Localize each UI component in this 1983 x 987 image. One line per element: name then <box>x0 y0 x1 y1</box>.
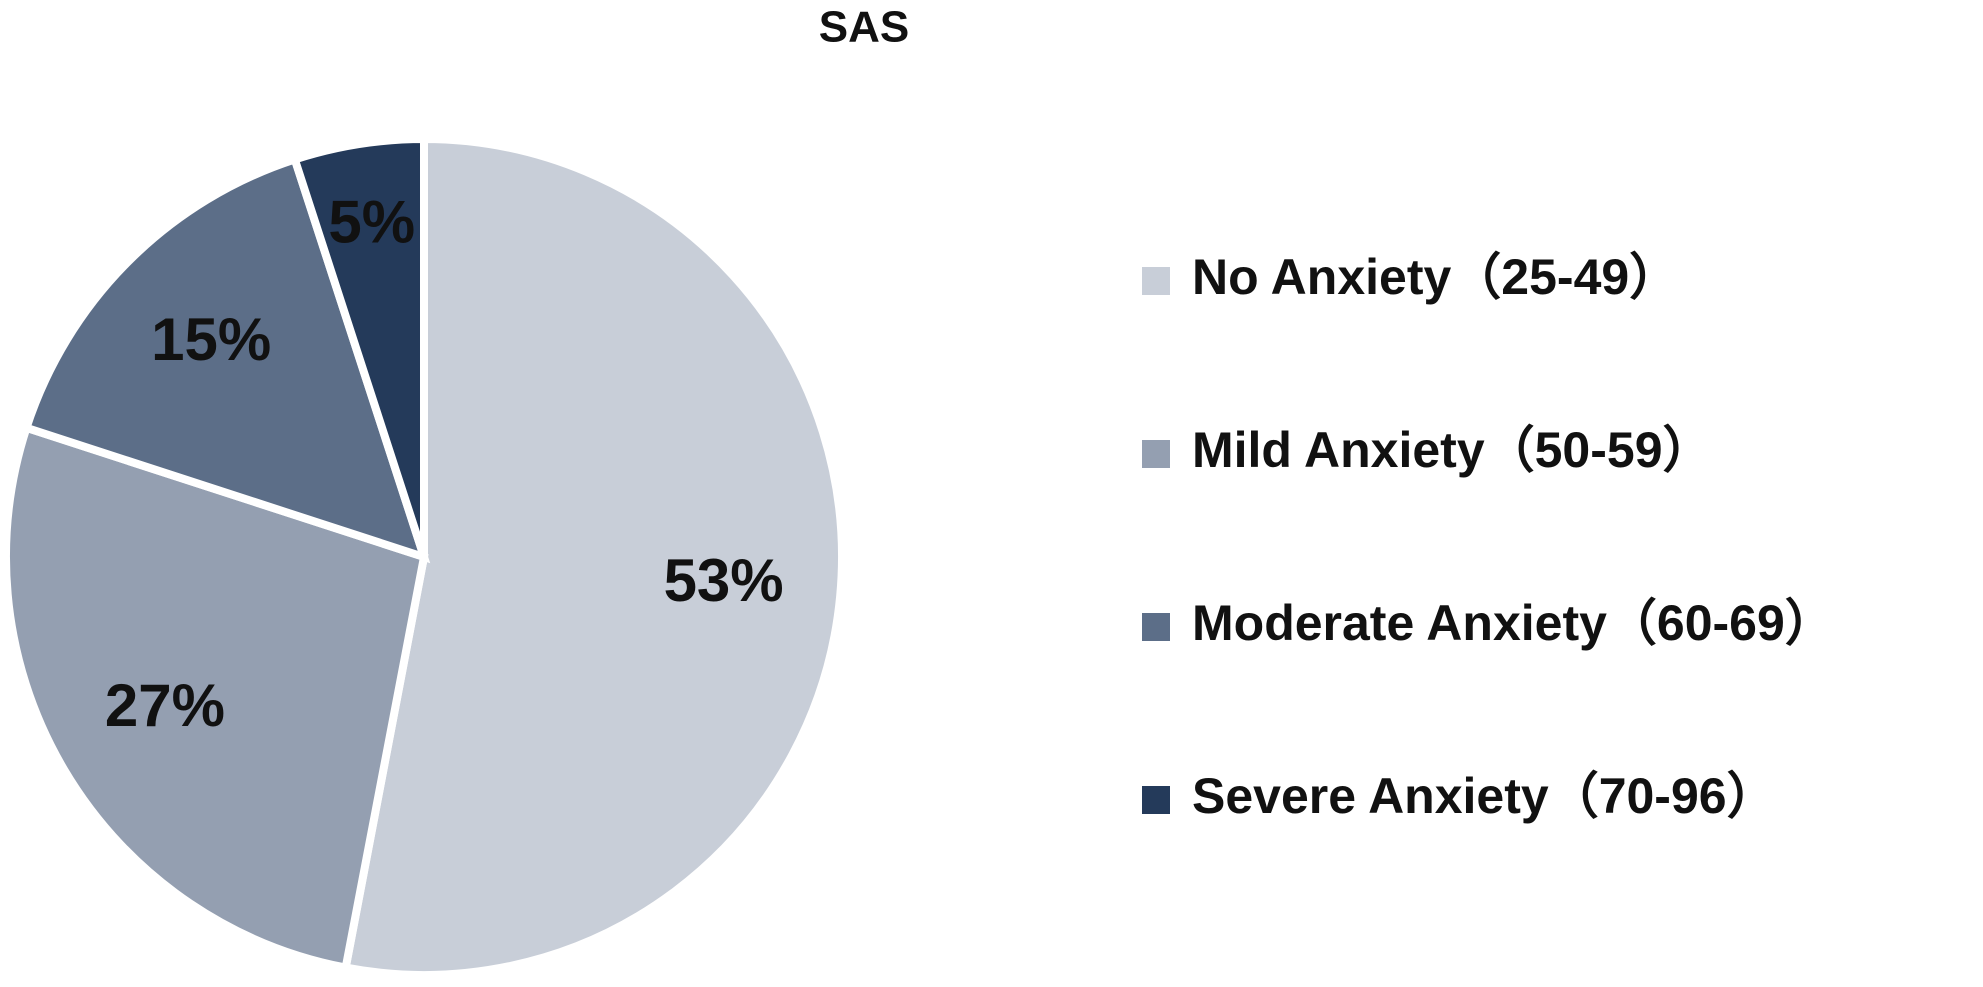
legend-swatch <box>1142 440 1170 468</box>
legend-label: Mild Anxiety（50-59） <box>1192 422 1713 478</box>
data-label: 5% <box>328 189 415 256</box>
data-label: 15% <box>151 306 271 373</box>
legend-swatch <box>1142 786 1170 814</box>
pie-slice <box>2 422 429 973</box>
legend-label: Moderate Anxiety（60-69） <box>1192 595 1835 651</box>
pie-slice <box>289 134 428 559</box>
data-label: 27% <box>105 672 225 739</box>
legend-swatch <box>1142 613 1170 641</box>
chart-title: SAS <box>819 3 909 52</box>
legend-label: Severe Anxiety（70-96） <box>1192 768 1777 824</box>
legend-label: No Anxiety（25-49） <box>1192 249 1679 305</box>
legend-swatch <box>1142 267 1170 295</box>
data-label: 53% <box>664 547 784 614</box>
pie-slice <box>340 134 846 979</box>
